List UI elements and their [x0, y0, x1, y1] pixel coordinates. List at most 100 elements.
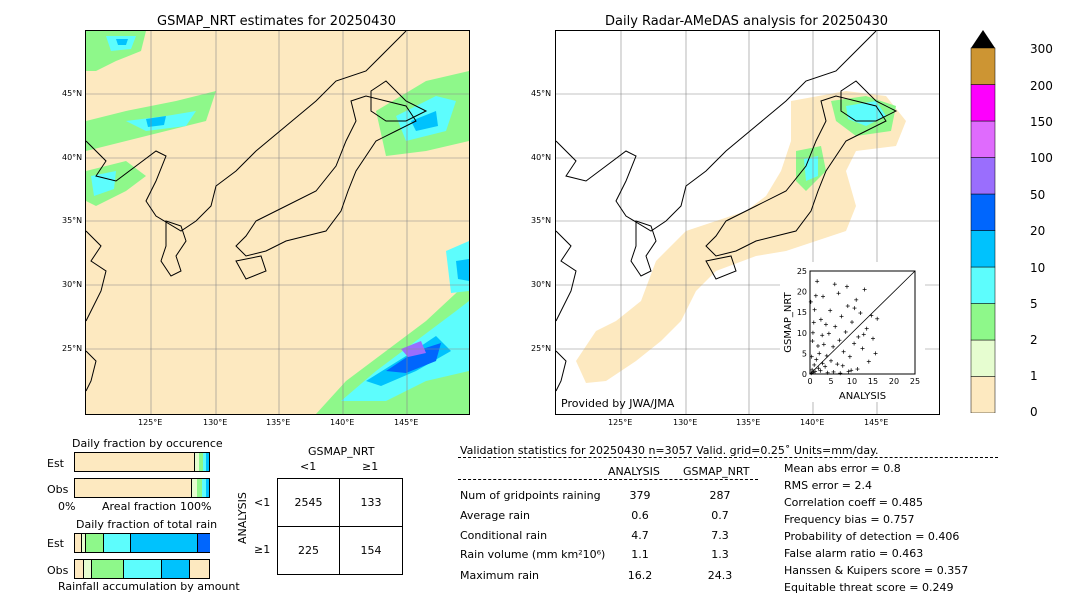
validation-col-gsmap: GSMAP_NRT	[683, 465, 750, 478]
occurrence-seg	[191, 479, 198, 497]
scatter-point	[811, 320, 816, 325]
scatter-xtick: 5	[828, 377, 833, 386]
scatter-point	[815, 279, 820, 284]
occurrence-seg	[206, 453, 209, 471]
left-lon-label: 145°E	[394, 418, 419, 427]
scatter-point	[856, 334, 861, 339]
scatter-point	[846, 369, 851, 374]
colorbar-band	[970, 230, 996, 268]
stat-analysis: 16.2	[627, 569, 653, 582]
scatter-inset: 0 5 10 15 20 25 0 5 10 15 20 25 ANALYSIS GSMAP_NRT	[780, 262, 925, 402]
stat-gsmap: 24.3	[707, 569, 733, 582]
scatter-point	[813, 293, 818, 298]
occurrence-axis-mid: Areal fraction	[102, 500, 177, 513]
scatter-point	[814, 357, 819, 362]
scatter-xtick: 20	[889, 377, 899, 386]
total-seg	[161, 560, 190, 578]
scatter-point	[810, 330, 815, 335]
left-map-coastlines	[86, 31, 428, 392]
left-lon-label: 130°E	[203, 418, 228, 427]
colorbar	[970, 30, 996, 414]
scatter-point	[816, 366, 821, 371]
scatter-point	[869, 313, 874, 318]
colorbar-tick: 100	[1030, 151, 1053, 165]
total-seg	[85, 534, 104, 552]
left-map-gridlines	[86, 31, 469, 414]
scatter-point	[832, 282, 837, 287]
stat-analysis: 0.6	[631, 509, 649, 522]
scatter-point	[854, 297, 859, 302]
left-map-title: GSMAP_NRT estimates for 20250430	[157, 14, 396, 29]
scatter-point	[824, 353, 829, 358]
scatter-point	[835, 362, 840, 367]
colorbar-band	[970, 47, 996, 85]
stat-gsmap: 0.7	[711, 509, 729, 522]
right-lat-label: 45°N	[531, 89, 552, 98]
scatter-point	[823, 322, 828, 327]
scatter-ytick: 10	[797, 329, 807, 338]
total-seg	[103, 534, 131, 552]
colorbar-band	[970, 193, 996, 231]
scatter-point	[845, 304, 850, 309]
validation-col-rule	[458, 479, 758, 480]
colorbar-svg	[970, 30, 996, 414]
stat-analysis: 1.1	[631, 548, 649, 561]
right-lon-label: 140°E	[800, 418, 825, 427]
scatter-point	[871, 336, 875, 341]
scatter-diagonal	[809, 270, 916, 375]
scatter-point	[844, 284, 849, 289]
scatter-point	[840, 363, 845, 368]
scatter-xlabel: ANALYSIS	[839, 391, 886, 402]
occurrence-row-label-est: Est	[47, 457, 64, 470]
right-lat-label: 25°N	[531, 344, 552, 353]
scatter-point	[855, 367, 860, 372]
scatter-plot: 0 5 10 15 20 25 0 5 10 15 20 25 ANALYSIS GSMAP_NRT	[783, 267, 920, 402]
data-credit: Provided by JWA/JMA	[561, 397, 675, 410]
occurrence-seg	[202, 479, 206, 497]
right-lon-label: 130°E	[673, 418, 698, 427]
scatter-point	[812, 362, 817, 367]
stat-label: Average rain	[460, 509, 530, 522]
occurrence-seg	[197, 479, 202, 497]
scatter-point	[810, 339, 815, 344]
right-lat-label: 35°N	[531, 216, 552, 225]
scatter-point	[852, 341, 857, 346]
rain-areas	[86, 31, 469, 414]
scatter-point	[862, 287, 867, 292]
scatter-point	[858, 311, 863, 316]
scatter-point	[850, 320, 854, 325]
colorbar-tick: 150	[1030, 115, 1053, 129]
contingency-row-ge1: ≥1	[254, 543, 271, 556]
scatter-point	[815, 343, 820, 348]
colorbar-band	[970, 157, 996, 195]
occurrence-row-label-obs: Obs	[47, 483, 69, 496]
scatter-point	[852, 306, 857, 311]
validation-header: Validation statistics for 20250430 n=305…	[460, 444, 879, 457]
colorbar-band	[970, 84, 996, 122]
right-map-title: Daily Radar-AMeDAS analysis for 20250430	[605, 14, 888, 29]
scatter-point	[828, 308, 833, 313]
scatter-point	[812, 307, 817, 312]
left-lat-label: 30°N	[62, 280, 83, 289]
scatter-point	[831, 369, 836, 374]
score-line: Hanssen & Kuipers score = 0.357	[784, 564, 969, 577]
scatter-point	[833, 324, 838, 329]
colorbar-band	[970, 376, 996, 414]
left-lon-label: 135°E	[266, 418, 291, 427]
score-line: Mean abs error = 0.8	[784, 462, 901, 475]
scatter-ytick: 0	[802, 370, 807, 379]
colorbar-tick: 5	[1030, 297, 1038, 311]
colorbar-band	[970, 303, 996, 341]
contingency-cell: 154	[360, 544, 382, 557]
left-lat-label: 25°N	[62, 344, 83, 353]
validation-header-rule	[458, 457, 998, 458]
colorbar-band	[970, 120, 996, 158]
right-lat-label: 40°N	[531, 153, 552, 162]
scatter-xtick: 10	[847, 377, 857, 386]
occurrence-title: Daily fraction by occurence	[72, 437, 223, 450]
total-seg	[91, 560, 124, 578]
scatter-point	[818, 368, 823, 373]
score-line: Correlation coeff = 0.485	[784, 496, 923, 509]
scatter-xtick: 25	[910, 377, 920, 386]
scatter-point	[831, 344, 836, 349]
